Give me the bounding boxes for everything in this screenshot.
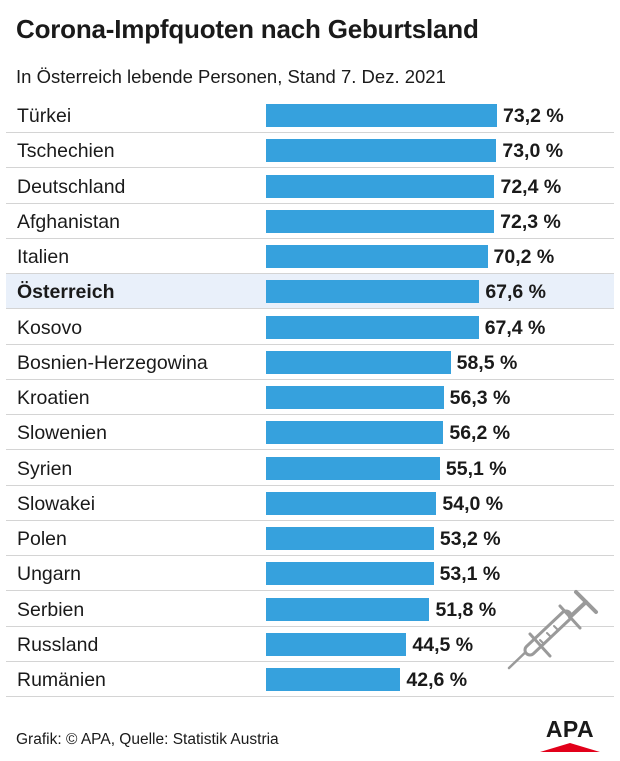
row-divider: [6, 308, 614, 310]
bar: [266, 104, 497, 127]
row-divider: [6, 519, 614, 521]
category-label: Deutschland: [17, 175, 126, 198]
bar: [266, 527, 434, 550]
value-label: 53,2 %: [439, 528, 501, 550]
row-divider: [6, 625, 614, 627]
syringe-icon: [507, 590, 598, 670]
row-divider: [6, 237, 614, 239]
chart-row: Syrien 55,1 %: [6, 451, 614, 486]
value-label: 42,6 %: [406, 669, 468, 691]
category-label: Kosovo: [17, 316, 83, 339]
chart-row: Bosnien-Herzegowina 58,5 %: [6, 345, 614, 380]
value-label: 72,4 %: [500, 175, 562, 198]
row-divider: [6, 378, 614, 380]
bar: [266, 421, 444, 445]
bar: [266, 209, 495, 233]
bar: [266, 668, 401, 691]
category-label: Afghanistan: [17, 210, 120, 233]
chart-row: Slowenien 56,2 %: [6, 415, 614, 451]
category-label: Türkei: [17, 105, 72, 127]
bar: [266, 632, 407, 656]
category-label: Tschechien: [17, 140, 115, 163]
category-label: Slowakei: [17, 492, 96, 515]
row-divider: [6, 590, 614, 592]
value-label: 56,2 %: [449, 422, 511, 445]
category-label: Ungarn: [17, 563, 81, 586]
row-divider: [6, 660, 614, 662]
chart-row: Rumänien 42,6 %: [6, 662, 614, 697]
chart-row: Serbien 51,8 %: [6, 592, 614, 627]
chart-row: Afghanistan 72,3 %: [6, 204, 614, 239]
row-divider: [6, 202, 614, 204]
chart-row: Tschechien 73,0 %: [6, 133, 614, 169]
chart-row: Ungarn 53,1 %: [6, 556, 614, 592]
value-label: 53,1 %: [439, 563, 501, 586]
chart-subtitle: In Österreich lebende Personen, Stand 7.…: [16, 66, 446, 87]
category-label: Bosnien-Herzegowina: [17, 351, 208, 374]
bar: [266, 174, 495, 198]
bar: [266, 597, 430, 621]
value-label: 72,3 %: [500, 210, 561, 233]
bar: [266, 280, 480, 304]
chart-row: Slowakei 54,0 %: [6, 486, 614, 521]
chart-row: Kroatien 56,3 %: [6, 380, 614, 415]
category-label: Kroatien: [17, 387, 90, 409]
apa-logo-text: APA: [545, 716, 595, 742]
category-label: Italien: [17, 246, 70, 268]
row-divider: [6, 449, 614, 451]
value-label: 54,0 %: [442, 492, 504, 515]
bar: [266, 562, 434, 586]
chart-title: Corona-Impfquoten nach Geburtsland: [16, 14, 479, 44]
category-label: Polen: [17, 528, 67, 550]
row-divider: [6, 484, 614, 486]
category-label: Slowenien: [17, 422, 107, 445]
bar: [266, 139, 497, 163]
category-label: Syrien: [17, 457, 73, 480]
category-label: Serbien: [17, 598, 85, 621]
value-label: 51,8 %: [435, 598, 497, 621]
value-label: 73,0 %: [502, 140, 564, 163]
chart-row: Deutschland 72,4 %: [6, 169, 614, 204]
value-label: 56,3 %: [449, 387, 511, 409]
category-label: Österreich: [17, 281, 115, 304]
value-label: 73,2 %: [503, 105, 564, 127]
chart-row: Italien 70,2 %: [6, 239, 614, 274]
row-divider: [6, 696, 614, 697]
apa-logo-triangle: [540, 743, 600, 752]
bar: [266, 386, 444, 409]
bar: [266, 350, 451, 374]
bar: [266, 315, 479, 339]
value-label: 67,6 %: [485, 281, 547, 304]
value-label: 44,5 %: [412, 633, 474, 656]
chart-row: Russland 44,5 %: [6, 627, 614, 662]
source-credit: Grafik: © APA, Quelle: Statistik Austria: [16, 731, 279, 748]
category-label: Russland: [17, 633, 99, 656]
value-label: 58,5 %: [456, 351, 518, 374]
row-divider: [6, 273, 614, 274]
value-label: 55,1 %: [445, 457, 507, 480]
row-divider: [6, 414, 614, 415]
row-divider: [6, 555, 614, 556]
chart-row: Österreich 67,6 %: [6, 274, 614, 310]
row-divider: [6, 343, 614, 345]
chart-row: Polen 53,2 %: [6, 521, 614, 556]
row-divider: [6, 167, 614, 169]
bar: [266, 456, 440, 480]
chart-row: Türkei 73,2 %: [6, 98, 614, 133]
category-label: Rumänien: [17, 669, 106, 691]
bar: [266, 245, 488, 268]
row-divider: [6, 132, 614, 133]
value-label: 70,2 %: [493, 246, 555, 268]
chart-row: Kosovo 67,4 %: [6, 310, 614, 345]
apa-logo: APA: [536, 716, 604, 752]
value-label: 67,4 %: [484, 316, 546, 339]
bar: [266, 491, 437, 515]
